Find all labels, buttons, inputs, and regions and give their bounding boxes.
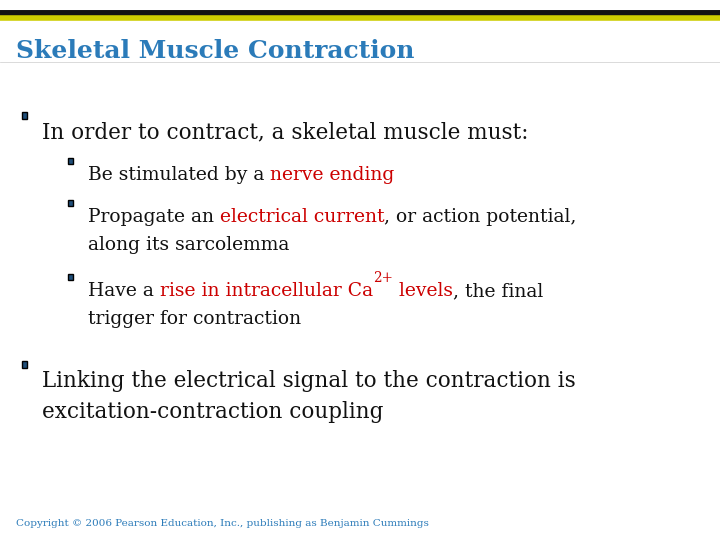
- Text: 2+: 2+: [373, 271, 392, 285]
- Text: , the final: , the final: [453, 282, 543, 300]
- Text: rise in intracellular Ca: rise in intracellular Ca: [160, 282, 373, 300]
- Text: Propagate an: Propagate an: [88, 208, 220, 226]
- Text: trigger for contraction: trigger for contraction: [88, 310, 301, 328]
- Text: Copyright © 2006 Pearson Education, Inc., publishing as Benjamin Cummings: Copyright © 2006 Pearson Education, Inc.…: [16, 519, 428, 528]
- Text: Be stimulated by a: Be stimulated by a: [88, 166, 270, 184]
- Text: levels: levels: [392, 282, 453, 300]
- Text: In order to contract, a skeletal muscle must:: In order to contract, a skeletal muscle …: [42, 121, 528, 143]
- Text: Have a: Have a: [88, 282, 160, 300]
- Text: excitation-contraction coupling: excitation-contraction coupling: [42, 401, 383, 423]
- Text: , or action potential,: , or action potential,: [384, 208, 577, 226]
- Text: nerve ending: nerve ending: [270, 166, 395, 184]
- Text: Skeletal Muscle Contraction: Skeletal Muscle Contraction: [16, 39, 414, 63]
- Text: Linking the electrical signal to the contraction is: Linking the electrical signal to the con…: [42, 370, 575, 392]
- Text: along its sarcolemma: along its sarcolemma: [88, 236, 289, 254]
- Text: electrical current: electrical current: [220, 208, 384, 226]
